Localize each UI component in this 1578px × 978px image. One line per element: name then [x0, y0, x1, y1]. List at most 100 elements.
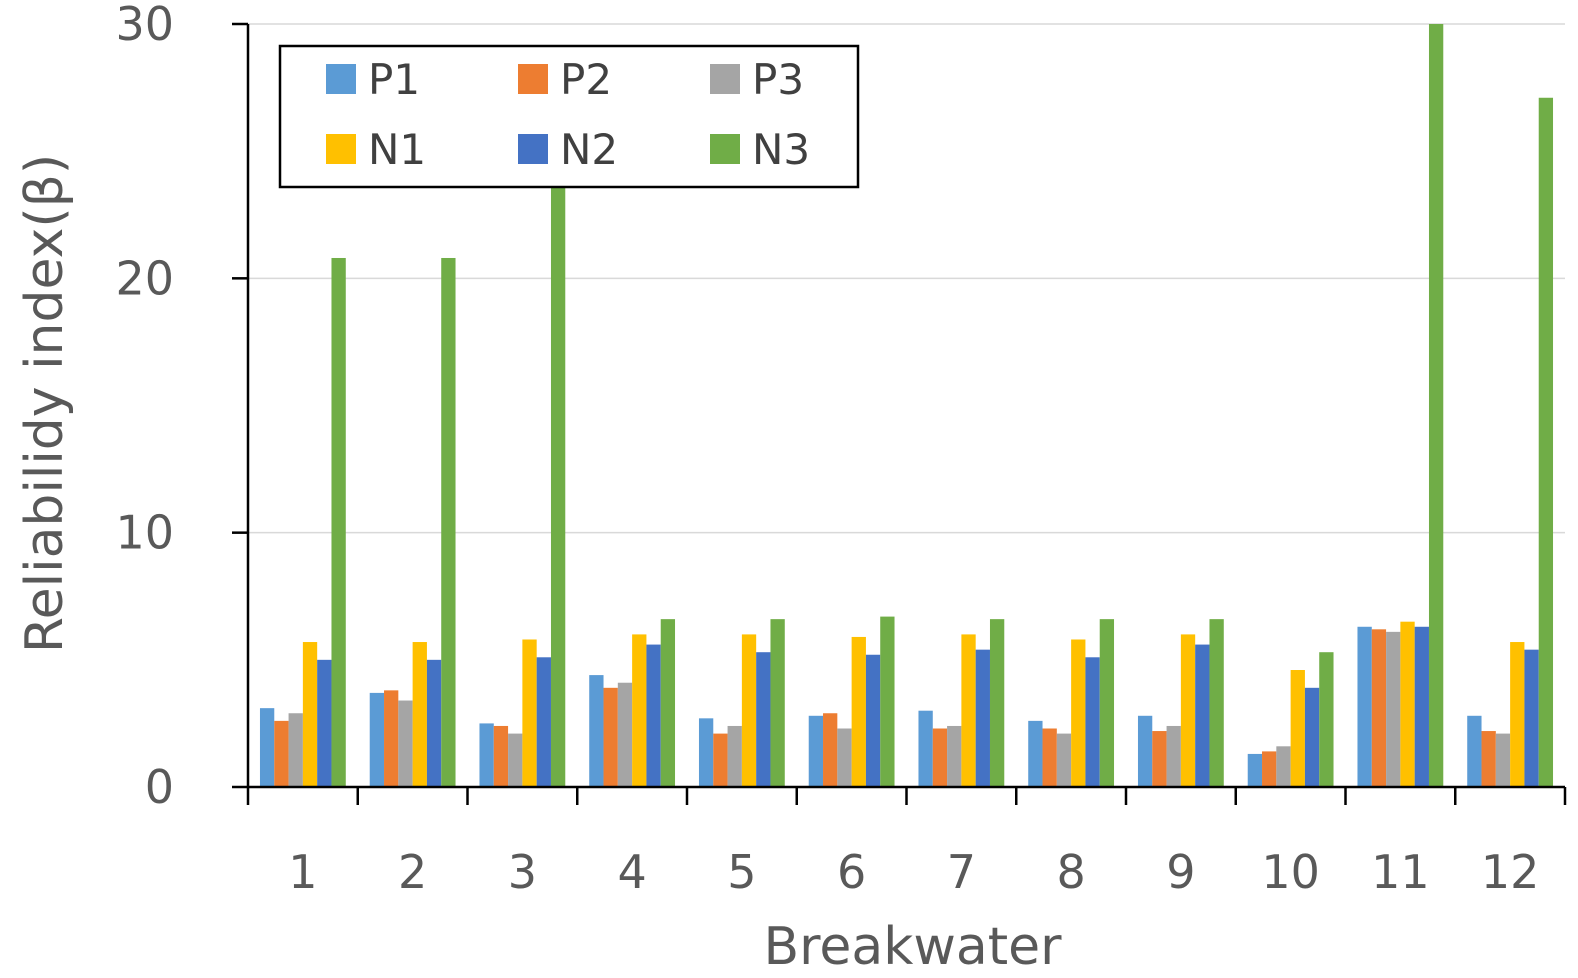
bar-n2-2: [426, 659, 442, 787]
bar-n3-4: [660, 619, 676, 787]
bar-p3-12: [1495, 733, 1511, 787]
bar-n1-7: [961, 634, 976, 787]
bar-n3-7: [989, 619, 1005, 787]
bar-p1-3: [479, 723, 494, 787]
x-tick-labels: 1 2 3 4 5 6 7 8 9 10 11 12: [246, 787, 1567, 899]
x-tick-label: 11: [1371, 845, 1430, 899]
bar-n2-11: [1414, 626, 1429, 787]
bar-p3-8: [1056, 733, 1072, 787]
bar-p2-8: [1042, 728, 1057, 787]
bar-n3-12: [1538, 97, 1554, 788]
bar-n1-11: [1400, 621, 1415, 787]
legend-swatch-n1: [326, 134, 356, 164]
bar-n1-2: [412, 642, 427, 787]
y-tick-labels: 0 10 20 30: [115, 0, 248, 814]
bar-n2-4: [646, 644, 661, 787]
x-tick-label: 10: [1261, 845, 1320, 899]
bar-n1-8: [1071, 639, 1086, 787]
legend-label-p1: P1: [368, 55, 420, 104]
bar-p3-2: [398, 700, 413, 787]
bar-p1-9: [1137, 715, 1153, 787]
bar-n2-3: [536, 657, 551, 787]
bar-n3-3: [550, 168, 566, 788]
bar-p3-7: [947, 725, 962, 787]
bar-p2-9: [1152, 731, 1167, 787]
legend-swatch-n3: [710, 134, 740, 164]
y-axis-title: Reliabilidy index(β): [15, 154, 75, 653]
legend-swatch-p2: [518, 64, 548, 94]
bar-n1-4: [632, 634, 647, 787]
bar-p1-1: [259, 708, 275, 787]
legend-box: [278, 44, 860, 189]
bar-n1-5: [741, 634, 757, 787]
bars: [259, 24, 1554, 788]
bar-n2-7: [975, 649, 990, 787]
bar-n2-12: [1524, 649, 1539, 787]
bar-n1-10: [1290, 670, 1305, 787]
legend-swatch-p1: [326, 64, 356, 94]
legend-swatch-p3: [710, 64, 740, 94]
legend-label-n2: N2: [560, 125, 618, 174]
bar-p1-8: [1028, 720, 1043, 787]
x-tick-label: 12: [1481, 845, 1540, 899]
y-tick-label: 0: [145, 760, 174, 814]
bar-n1-1: [302, 642, 318, 787]
bar-p2-2: [384, 690, 399, 787]
bar-p3-1: [288, 713, 303, 787]
bar-p2-12: [1481, 731, 1496, 787]
x-tick-label: 5: [727, 845, 756, 899]
x-tick-label: 9: [1166, 845, 1195, 899]
bar-n3-2: [441, 257, 456, 787]
bar-p3-10: [1276, 746, 1291, 787]
bar-p2-10: [1262, 751, 1277, 787]
bar-n2-8: [1085, 657, 1100, 787]
bar-n1-3: [522, 639, 537, 787]
bar-n3-8: [1099, 619, 1115, 787]
bar-p3-3: [508, 733, 523, 787]
legend-label-n1: N1: [368, 125, 426, 174]
bar-p3-11: [1386, 631, 1401, 787]
bar-n2-1: [317, 659, 332, 787]
y-tick-label: 10: [115, 506, 174, 560]
x-tick-label: 2: [398, 845, 427, 899]
x-axis-title: Breakwater: [763, 917, 1062, 977]
bar-n3-9: [1209, 619, 1224, 787]
bar-p2-3: [493, 725, 509, 787]
bar-p2-4: [603, 687, 618, 787]
bar-n3-1: [331, 257, 346, 787]
bar-n3-6: [880, 616, 895, 787]
bar-p1-6: [808, 715, 824, 787]
bar-p2-5: [713, 733, 728, 787]
bar-p1-11: [1357, 626, 1372, 787]
x-tick-label: 8: [1056, 845, 1085, 899]
x-tick-label: 4: [617, 845, 646, 899]
bar-n1-9: [1180, 634, 1196, 787]
legend-label-n3: N3: [752, 125, 810, 174]
bar-n1-12: [1510, 642, 1525, 787]
bar-n3-5: [770, 619, 785, 787]
bar-n2-5: [756, 652, 771, 787]
x-tick-label: 7: [947, 845, 976, 899]
y-tick-label: 30: [115, 0, 174, 51]
bar-n2-9: [1195, 644, 1210, 787]
legend-label-p2: P2: [560, 55, 612, 104]
bar-p2-7: [932, 728, 948, 787]
y-tick-label: 20: [115, 251, 174, 305]
bar-p1-4: [589, 675, 604, 787]
bar-p1-10: [1247, 753, 1263, 787]
bar-p3-9: [1166, 725, 1181, 787]
x-tick-label: 6: [837, 845, 866, 899]
bar-p2-11: [1371, 629, 1387, 787]
legend-swatch-n2: [518, 134, 548, 164]
legend-label-p3: P3: [752, 55, 804, 104]
x-tick-label: 3: [508, 845, 537, 899]
gridlines: [248, 23, 1565, 534]
bar-p1-12: [1467, 715, 1482, 787]
legend: P1 P2 P3 N1 N2 N3: [278, 44, 860, 189]
bar-p2-1: [274, 720, 289, 787]
bar-p1-2: [369, 692, 385, 787]
bar-n2-10: [1304, 687, 1320, 787]
bar-p2-6: [823, 713, 838, 787]
